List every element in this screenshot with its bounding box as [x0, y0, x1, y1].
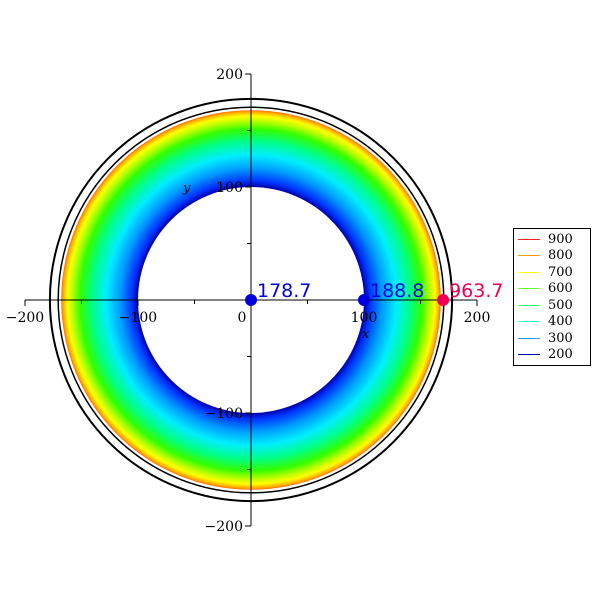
legend-swatch: [518, 271, 540, 273]
legend-item: 300: [518, 330, 586, 347]
y-tick-label: −200: [205, 519, 243, 535]
legend-item: 600: [518, 281, 586, 298]
legend-label: 700: [548, 264, 573, 280]
legend-swatch: [518, 288, 540, 290]
legend-label: 900: [548, 231, 573, 247]
data-point-label: 188.8: [370, 280, 424, 302]
data-point: [437, 294, 450, 306]
legend-item: 400: [518, 314, 586, 331]
data-point-label: 963.7: [449, 280, 503, 302]
data-point: [358, 294, 370, 306]
legend-swatch: [518, 304, 540, 306]
legend-swatch: [518, 321, 540, 323]
legend-item: 500: [518, 297, 586, 314]
legend-label: 300: [548, 330, 573, 346]
data-point: [245, 294, 257, 306]
legend-label: 800: [548, 248, 573, 264]
y-tick-label: 200: [216, 67, 243, 83]
legend-item: 200: [518, 347, 586, 364]
y-axis-label: y: [182, 181, 191, 196]
legend-label: 200: [548, 347, 573, 363]
legend-label: 400: [548, 314, 573, 330]
legend: 900 800 700 600 500 400 300 200: [513, 228, 591, 366]
legend-item: 900: [518, 231, 586, 248]
y-tick-label: 100: [216, 180, 243, 196]
legend-item: 700: [518, 264, 586, 281]
data-point-label: 178.7: [257, 280, 311, 302]
legend-swatch: [518, 354, 540, 356]
legend-swatch: [518, 238, 540, 240]
legend-label: 500: [548, 297, 573, 313]
x-tick-label: −200: [6, 310, 44, 326]
legend-label: 600: [548, 281, 573, 297]
legend-item: 800: [518, 248, 586, 265]
legend-swatch: [518, 255, 540, 257]
x-tick-label: −100: [119, 310, 157, 326]
x-tick-label: 0: [238, 310, 247, 326]
x-axis-label: x: [362, 327, 370, 342]
x-tick-label: 200: [464, 310, 491, 326]
legend-swatch: [518, 337, 540, 339]
x-tick-label: 100: [351, 310, 378, 326]
y-tick-label: −100: [205, 406, 243, 422]
